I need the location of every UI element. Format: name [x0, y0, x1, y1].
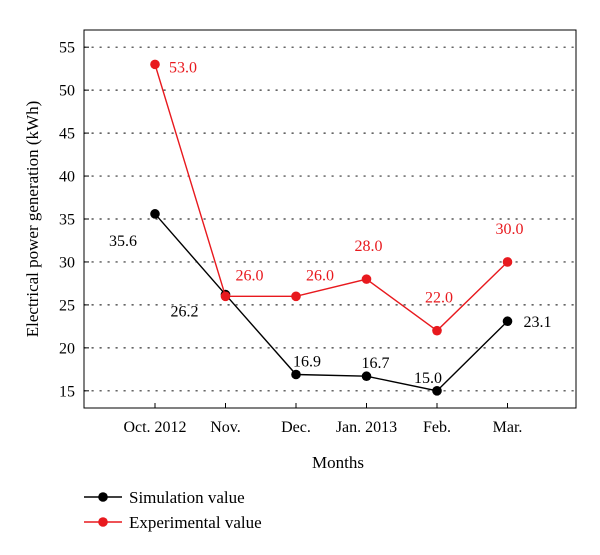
data-point [220, 291, 231, 302]
legend-label: Simulation value [129, 488, 245, 507]
series-line [154, 64, 508, 332]
data-point [291, 369, 301, 380]
data-label: 26.2 [171, 304, 199, 321]
series-line [154, 213, 508, 392]
legend-item: Experimental value [84, 513, 262, 532]
legend-item: Simulation value [84, 488, 245, 507]
legend-marker [98, 492, 108, 502]
x-tick-label: Mar. [493, 419, 523, 436]
grid-lines [83, 46, 577, 392]
data-point [361, 371, 372, 382]
x-tick-label: Jan. 2013 [336, 419, 397, 436]
y-axis-ticks: 15 20 25 30 35 40 45 50 55 [59, 40, 89, 400]
data-label: 53.0 [169, 59, 197, 76]
data-label: 26.0 [306, 267, 334, 284]
data-point [291, 291, 301, 302]
data-label: 22.0 [425, 290, 453, 307]
y-axis-title: Electrical power generation (kWh) [23, 101, 42, 337]
x-axis-title: Months [312, 453, 364, 472]
data-label: 16.9 [293, 353, 321, 370]
series-group: 35.6 26.2 16.9 16.7 15.0 23.1 53.0 26.0 26.0 28.0… [109, 59, 552, 396]
y-tick-label: 35 [59, 212, 75, 229]
data-point [502, 257, 513, 267]
legend-marker [98, 517, 108, 527]
data-point [361, 274, 372, 284]
x-axis-ticks: Oct. 2012 Nov. Dec. Jan. 2013 Feb. Mar. [123, 403, 522, 436]
data-label: 28.0 [355, 238, 383, 255]
y-tick-label: 20 [59, 340, 75, 357]
data-label: 16.7 [362, 355, 390, 372]
data-point [150, 59, 160, 70]
legend: Simulation value Experimental value [84, 488, 262, 532]
y-tick-label: 15 [59, 383, 75, 400]
x-tick-label: Oct. 2012 [123, 419, 186, 436]
x-tick-label: Dec. [281, 419, 311, 436]
data-point [502, 316, 513, 327]
data-label: 23.1 [524, 314, 552, 331]
data-label: 35.6 [109, 233, 137, 250]
y-tick-label: 40 [59, 169, 75, 186]
y-tick-label: 50 [59, 83, 75, 100]
y-tick-label: 30 [59, 254, 75, 271]
data-point [432, 325, 442, 336]
data-label: 30.0 [496, 221, 524, 238]
x-tick-label: Feb. [423, 419, 451, 436]
legend-label: Experimental value [129, 513, 262, 532]
y-tick-label: 25 [59, 297, 75, 314]
series-simulation: 35.6 26.2 16.9 16.7 15.0 23.1 [109, 209, 552, 396]
x-tick-label: Nov. [210, 419, 241, 436]
y-tick-label: 55 [59, 40, 75, 57]
data-point [150, 209, 160, 219]
data-label: 15.0 [414, 370, 442, 387]
data-point [432, 386, 442, 396]
y-tick-label: 45 [59, 126, 75, 143]
series-experimental: 53.0 26.0 26.0 28.0 22.0 30.0 [150, 59, 524, 336]
data-label: 26.0 [236, 267, 264, 284]
